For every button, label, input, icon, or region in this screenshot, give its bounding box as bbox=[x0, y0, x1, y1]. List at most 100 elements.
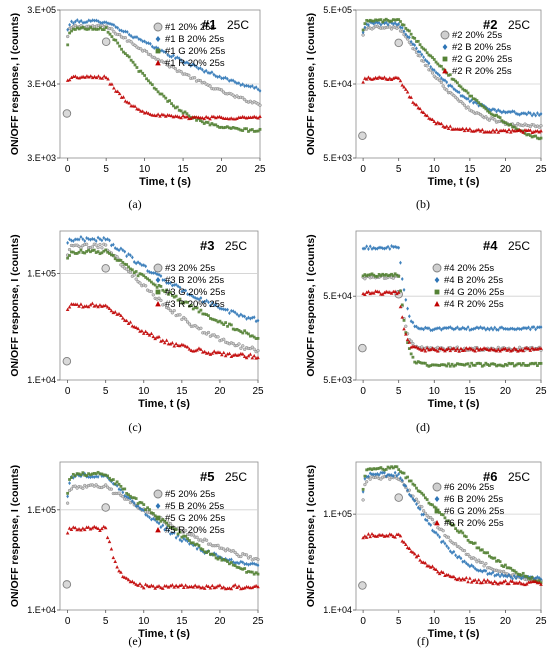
data-point bbox=[227, 78, 231, 83]
data-point bbox=[100, 76, 105, 80]
data-point bbox=[475, 580, 479, 584]
data-point bbox=[537, 362, 541, 365]
series-4 bbox=[361, 289, 543, 353]
data-point bbox=[484, 107, 488, 111]
data-point bbox=[482, 568, 486, 573]
data-point bbox=[184, 538, 188, 543]
data-point bbox=[153, 586, 157, 590]
data-point bbox=[250, 83, 254, 88]
data-point bbox=[377, 21, 381, 26]
data-point bbox=[220, 321, 224, 325]
series-4 bbox=[361, 75, 543, 134]
data-point bbox=[83, 27, 87, 31]
x-tick-label: 20 bbox=[214, 386, 226, 397]
data-point bbox=[106, 237, 109, 242]
data-point bbox=[147, 79, 150, 83]
data-point bbox=[198, 78, 203, 83]
data-point bbox=[491, 128, 495, 132]
data-point bbox=[428, 565, 433, 569]
data-point bbox=[119, 258, 123, 262]
data-point bbox=[201, 299, 205, 304]
data-point bbox=[247, 130, 250, 133]
data-point bbox=[113, 559, 118, 564]
data-point bbox=[133, 35, 137, 40]
data-point bbox=[418, 361, 422, 364]
data-point bbox=[484, 327, 488, 332]
data-point bbox=[133, 63, 137, 67]
data-point bbox=[202, 116, 207, 121]
data-point bbox=[176, 532, 180, 536]
panel-caption: (b) bbox=[416, 197, 430, 211]
data-point bbox=[503, 578, 508, 583]
data-point bbox=[163, 290, 167, 294]
data-point bbox=[480, 580, 485, 585]
data-point bbox=[183, 583, 188, 587]
data-point bbox=[439, 80, 444, 85]
data-point bbox=[455, 362, 459, 366]
data-point bbox=[96, 235, 100, 240]
legend-marker bbox=[155, 48, 161, 54]
data-point bbox=[381, 20, 385, 24]
data-point bbox=[77, 27, 81, 31]
data-point bbox=[393, 465, 397, 469]
data-point bbox=[450, 362, 454, 366]
data-point bbox=[393, 21, 397, 26]
data-point bbox=[90, 472, 94, 476]
data-point bbox=[393, 272, 397, 276]
data-point bbox=[521, 571, 525, 575]
data-point bbox=[206, 350, 211, 355]
legend-marker bbox=[440, 30, 450, 40]
data-point bbox=[207, 300, 210, 305]
legend-marker bbox=[434, 496, 440, 502]
data-point bbox=[365, 244, 369, 249]
data-point bbox=[375, 76, 380, 80]
data-point bbox=[181, 343, 186, 347]
legend-label: #1 G 20% 25s bbox=[165, 46, 225, 57]
data-point bbox=[242, 354, 247, 358]
data-point bbox=[70, 238, 73, 243]
data-point bbox=[477, 568, 481, 573]
data-point bbox=[169, 531, 172, 536]
data-point bbox=[104, 75, 108, 80]
data-point bbox=[537, 130, 542, 134]
data-point bbox=[233, 79, 237, 84]
data-point bbox=[404, 324, 408, 328]
data-point bbox=[387, 76, 392, 80]
data-point bbox=[163, 527, 167, 532]
data-point bbox=[79, 18, 83, 23]
legend-marker bbox=[442, 56, 448, 62]
data-point bbox=[161, 523, 165, 528]
data-point bbox=[85, 250, 89, 253]
data-point bbox=[455, 325, 459, 330]
data-point bbox=[243, 84, 247, 89]
data-point bbox=[454, 363, 458, 367]
data-point bbox=[470, 94, 474, 98]
data-point bbox=[136, 260, 140, 265]
data-point bbox=[455, 577, 460, 582]
data-point bbox=[420, 52, 424, 57]
data-point bbox=[537, 579, 541, 583]
data-point bbox=[247, 332, 250, 336]
legend-marker bbox=[434, 301, 440, 307]
data-point bbox=[473, 349, 477, 353]
series-1 bbox=[358, 24, 543, 140]
data-point bbox=[461, 559, 465, 564]
data-point bbox=[476, 127, 481, 132]
data-point bbox=[108, 252, 111, 255]
data-point bbox=[398, 304, 403, 309]
series-3 bbox=[66, 470, 260, 576]
data-point bbox=[448, 549, 452, 554]
data-point bbox=[183, 60, 187, 65]
data-point bbox=[73, 74, 78, 78]
data-point bbox=[363, 277, 367, 281]
data-point bbox=[204, 583, 209, 588]
data-point bbox=[79, 528, 83, 532]
data-point bbox=[498, 560, 502, 564]
data-point bbox=[368, 244, 372, 249]
data-point bbox=[374, 467, 377, 471]
data-point bbox=[500, 572, 504, 577]
data-point bbox=[415, 502, 418, 507]
data-point bbox=[176, 298, 180, 302]
